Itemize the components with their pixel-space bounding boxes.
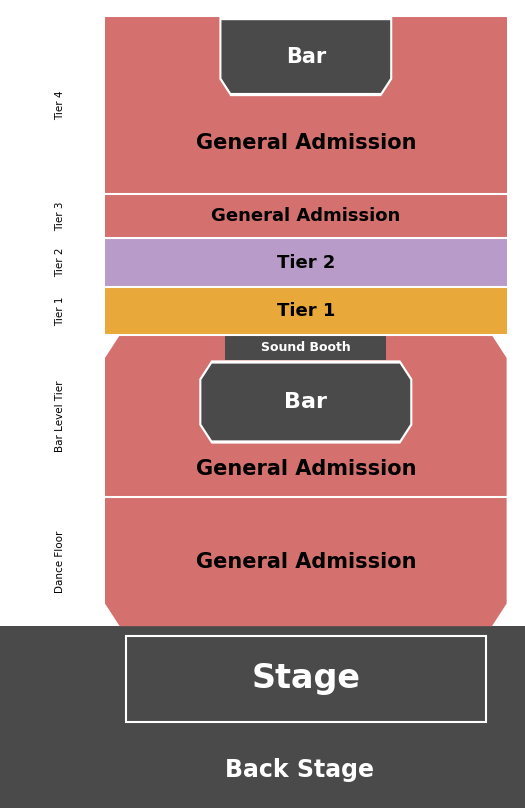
Bar bbox=[105, 16, 507, 194]
Text: Bar: Bar bbox=[285, 392, 327, 412]
Text: Stage: Stage bbox=[251, 663, 360, 695]
Bar bbox=[105, 194, 507, 238]
Text: General Admission: General Admission bbox=[195, 133, 416, 154]
Bar bbox=[126, 636, 486, 722]
Bar bbox=[105, 287, 507, 335]
Text: Bar Level Tier: Bar Level Tier bbox=[55, 381, 66, 452]
Polygon shape bbox=[219, 17, 392, 96]
Polygon shape bbox=[222, 20, 390, 93]
Bar bbox=[0, 626, 525, 731]
Bar bbox=[226, 335, 386, 360]
Text: Dance Floor: Dance Floor bbox=[55, 530, 66, 593]
Polygon shape bbox=[105, 335, 507, 497]
Polygon shape bbox=[202, 364, 410, 440]
Text: Bar: Bar bbox=[286, 47, 326, 66]
Bar bbox=[0, 731, 525, 808]
Polygon shape bbox=[105, 497, 507, 626]
Bar bbox=[105, 238, 507, 287]
Text: Sound Booth: Sound Booth bbox=[261, 341, 351, 354]
Text: General Admission: General Admission bbox=[195, 552, 416, 571]
Text: Tier 1: Tier 1 bbox=[55, 297, 66, 326]
Text: Tier 4: Tier 4 bbox=[55, 90, 66, 120]
Text: Back Stage: Back Stage bbox=[225, 758, 374, 781]
Text: Tier 1: Tier 1 bbox=[277, 302, 335, 320]
Text: Tier 3: Tier 3 bbox=[55, 201, 66, 231]
Text: Tier 2: Tier 2 bbox=[55, 248, 66, 277]
Text: General Admission: General Admission bbox=[195, 459, 416, 478]
Polygon shape bbox=[200, 360, 412, 444]
Text: Tier 2: Tier 2 bbox=[277, 254, 335, 271]
Text: General Admission: General Admission bbox=[211, 207, 401, 225]
